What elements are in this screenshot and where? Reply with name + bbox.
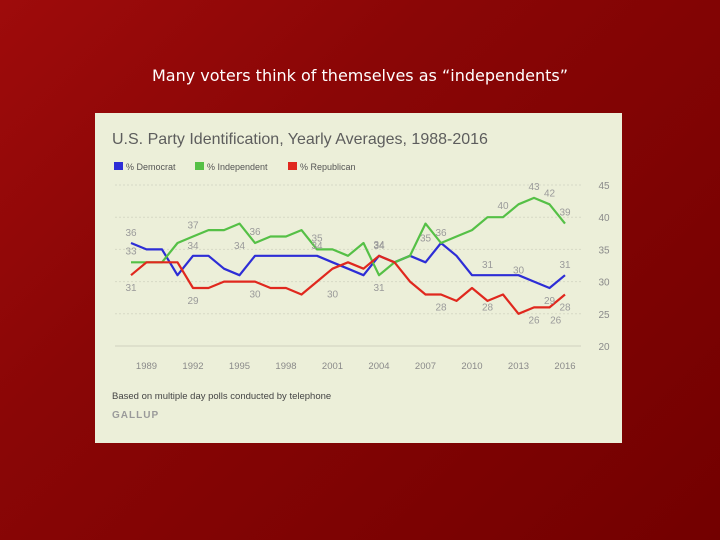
x-tick-label: 2004	[368, 361, 389, 372]
data-label-independent: 42	[544, 188, 556, 199]
data-label-democrat: 34	[187, 241, 199, 252]
x-tick-label: 2016	[554, 361, 575, 372]
source-logo: GALLUP	[112, 410, 159, 421]
data-label-independent: 35	[311, 233, 323, 244]
x-tick-label: 1992	[182, 361, 203, 372]
slide-title: Many voters think of themselves as “inde…	[151, 66, 569, 85]
legend: % Democrat % Independent % Republican	[114, 162, 356, 172]
data-label-democrat: 31	[559, 260, 571, 271]
x-tick-label: 2013	[508, 361, 529, 372]
y-tick-label: 30	[598, 278, 610, 289]
x-tick-label: 1998	[275, 361, 296, 372]
data-label-republican: 29	[544, 296, 556, 307]
x-tick-label: 2001	[322, 361, 343, 372]
data-label-democrat: 34	[234, 241, 246, 252]
data-label-independent: 36	[249, 227, 261, 238]
y-tick-label: 40	[598, 213, 610, 224]
data-label-independent: 39	[559, 208, 571, 219]
x-tick-label: 1995	[229, 361, 250, 372]
data-label-republican: 29	[187, 296, 199, 307]
legend-label-republican: % Republican	[300, 162, 356, 172]
y-axis: 20 25 30 35 40 45	[598, 181, 610, 353]
data-label-independent: 35	[420, 233, 432, 244]
chart-title: U.S. Party Identification, Yearly Averag…	[112, 131, 488, 148]
y-tick-label: 35	[598, 245, 610, 256]
series-lines	[130, 196, 566, 315]
data-label-independent: 33	[125, 246, 137, 257]
series-line-independent	[131, 196, 566, 277]
data-label-republican: 28	[482, 302, 494, 313]
legend-label-independent: % Independent	[207, 162, 268, 172]
y-tick-label: 25	[598, 310, 610, 321]
data-label-republican: 30	[327, 290, 339, 301]
legend-swatch-independent	[195, 162, 204, 170]
data-label-democrat: 36	[435, 228, 447, 239]
y-tick-label: 20	[598, 342, 610, 353]
data-label-republican: 26	[550, 315, 562, 326]
data-label-independent: 30	[513, 266, 525, 277]
data-label-republican: 28	[559, 302, 571, 313]
series-line-republican	[130, 254, 566, 315]
data-label-independent: 37	[187, 221, 199, 232]
data-label-republican: 30	[249, 290, 261, 301]
data-label-independent: 40	[497, 201, 509, 212]
y-tick-label: 45	[598, 181, 610, 192]
legend-swatch-democrat	[114, 162, 123, 170]
data-label-democrat: 34	[311, 241, 323, 252]
chart-panel: 36 34 34 34 34 36 31 31 33 37 36 35 34 35 40 43 42 39 30 31…	[95, 113, 622, 443]
data-label-democrat: 34	[373, 241, 385, 252]
data-label-republican: 28	[435, 302, 447, 313]
legend-swatch-republican	[288, 162, 297, 170]
x-axis: 1989 1992 1995 1998 2001 2004 2007 2010 2013 2016	[115, 345, 581, 372]
legend-label-democrat: % Democrat	[126, 162, 176, 172]
x-tick-label: 1989	[136, 361, 157, 372]
data-label-republican: 31	[373, 283, 385, 294]
series-line-democrat	[130, 241, 566, 290]
data-label-independent: 34	[373, 240, 385, 251]
x-tick-label: 2007	[415, 361, 436, 372]
x-tick-label: 2010	[461, 361, 482, 372]
data-label-democrat: 36	[125, 228, 137, 239]
data-label-republican: 26	[528, 315, 540, 326]
chart-footnote: Based on multiple day polls conducted by…	[112, 391, 331, 402]
data-label-republican: 31	[125, 283, 137, 294]
data-label-independent: 43	[528, 182, 540, 193]
data-label-democrat: 31	[482, 260, 494, 271]
